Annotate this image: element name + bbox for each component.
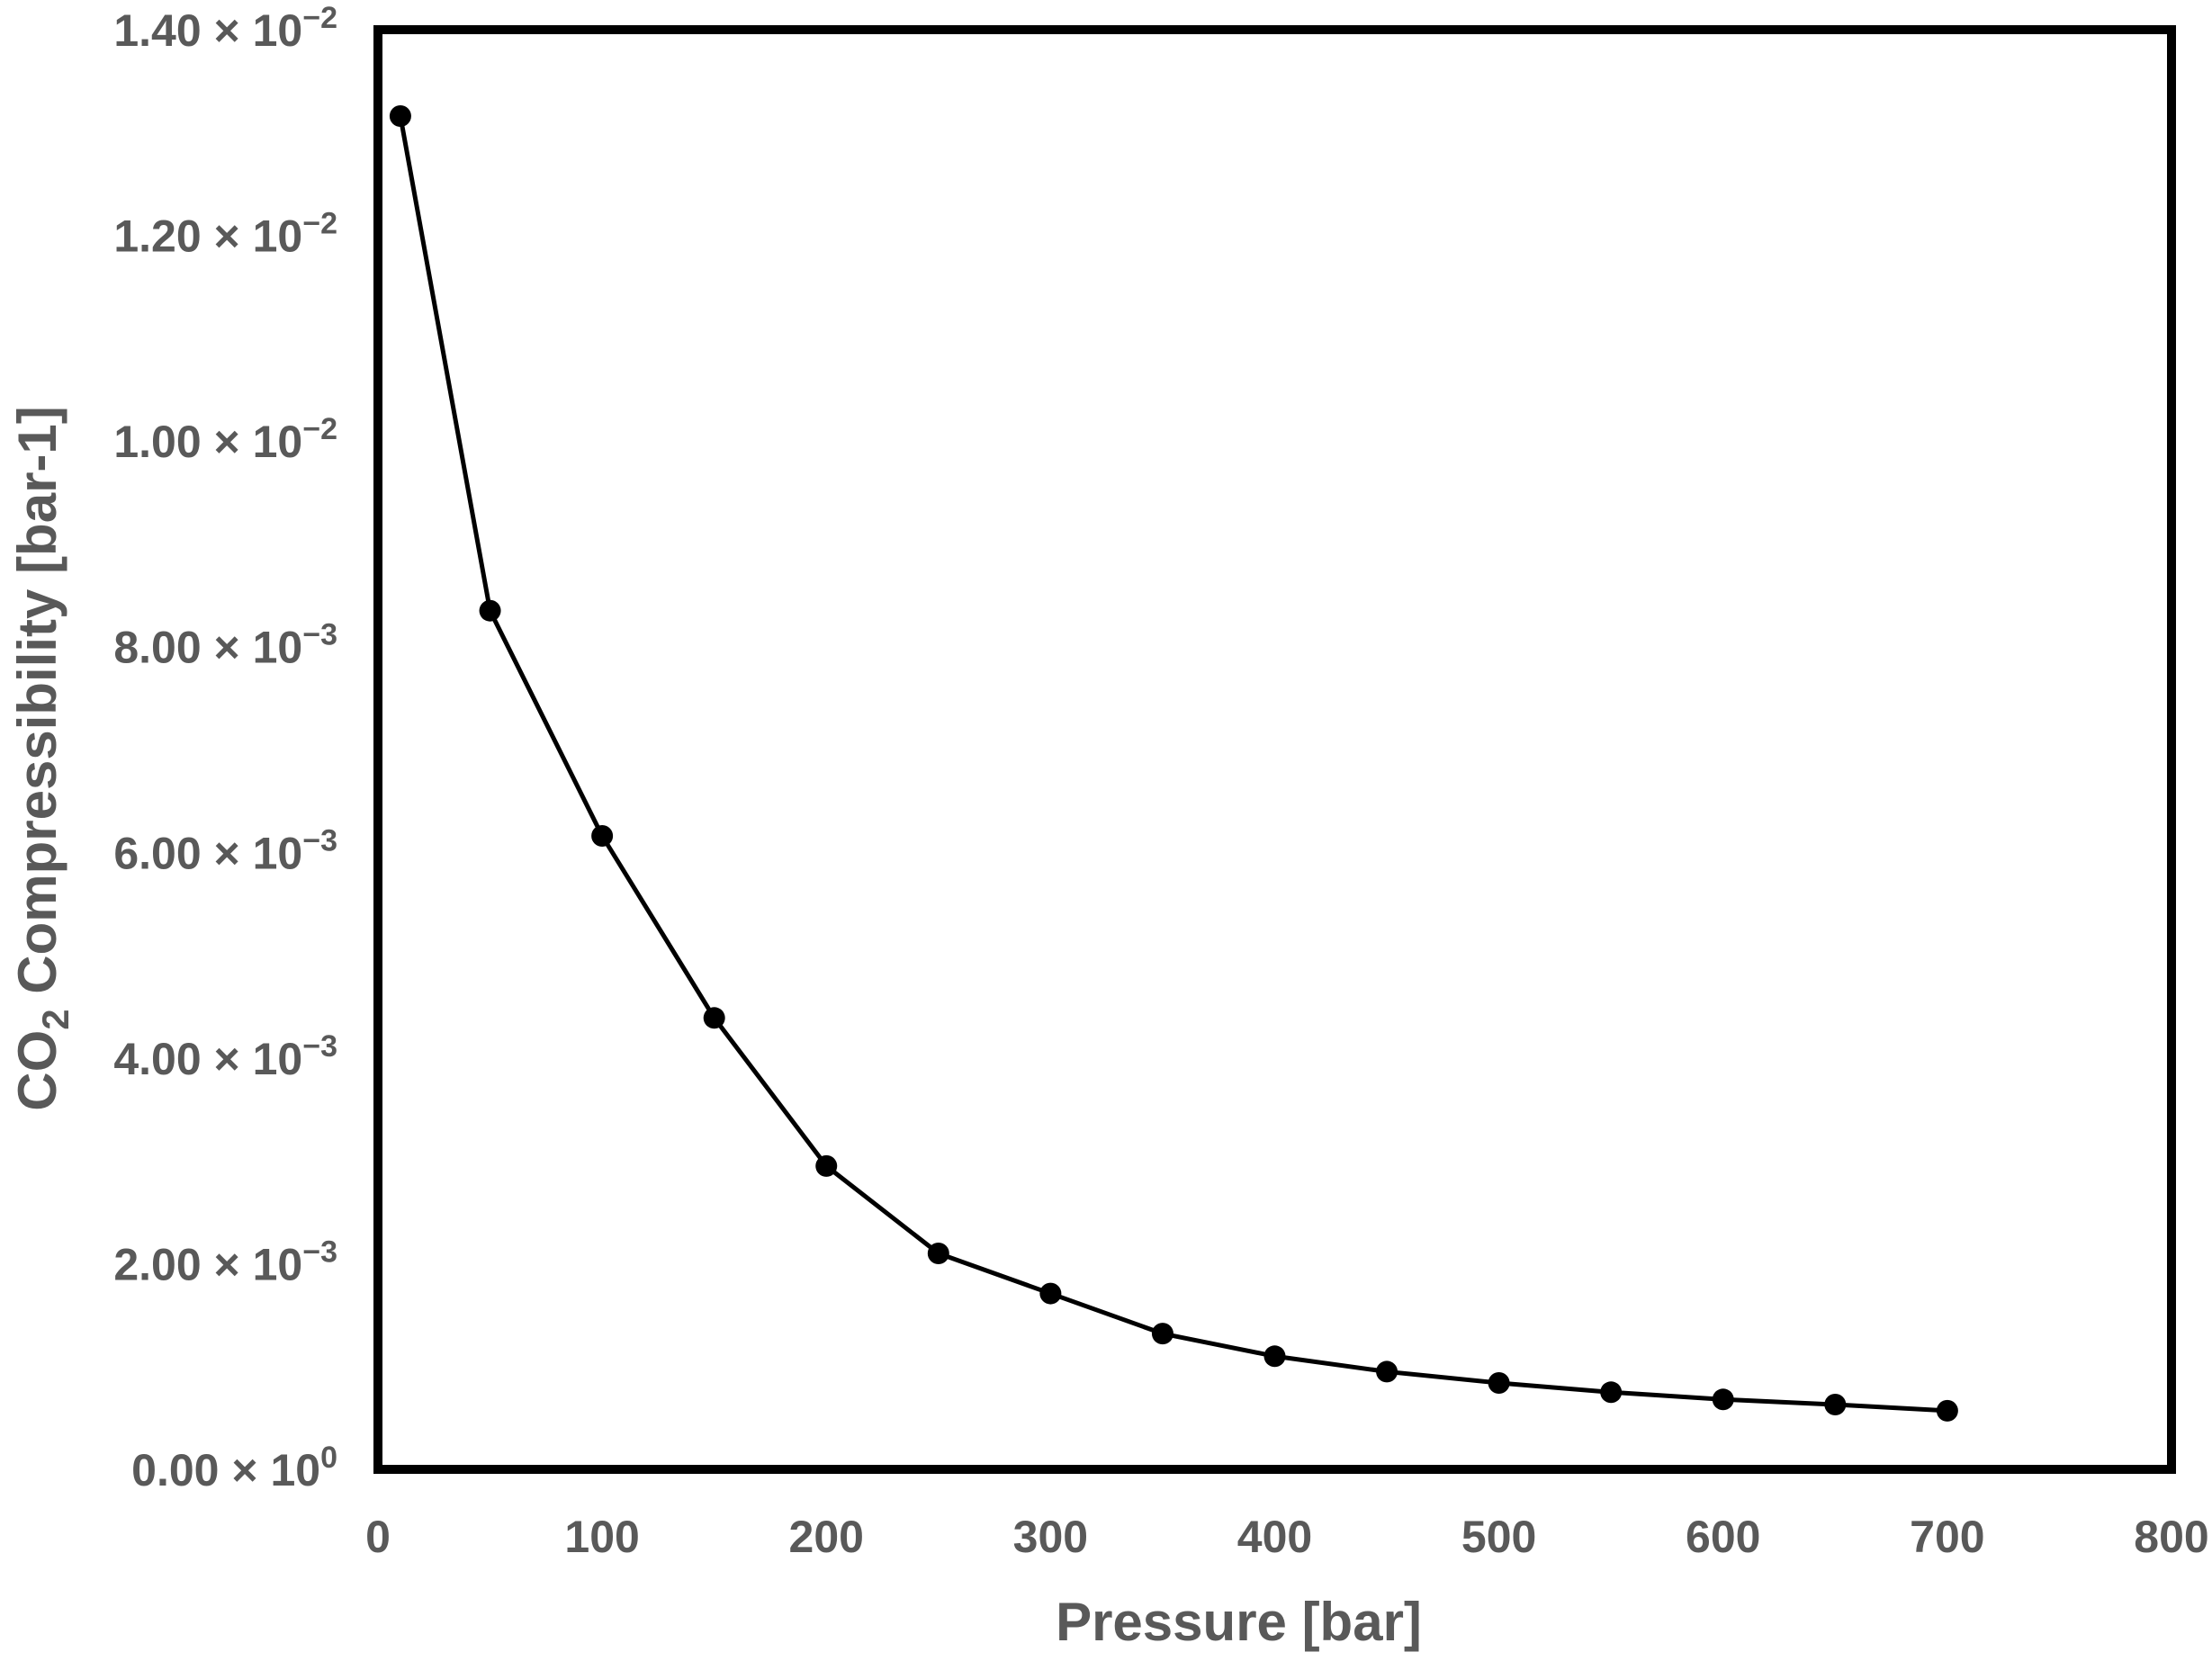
x-tick-label: 100 <box>564 1512 639 1562</box>
y-tick-mantissa: 8.00 × 10 <box>113 623 302 673</box>
y-tick-mantissa: 6.00 × 10 <box>113 828 302 878</box>
data-point <box>927 1243 949 1264</box>
data-point <box>591 825 614 847</box>
data-point <box>479 599 501 622</box>
y-axis-title-main: CO <box>7 1030 67 1111</box>
series-layer <box>389 105 1958 1422</box>
data-point <box>703 1007 725 1029</box>
data-point <box>1151 1323 1173 1345</box>
y-tick-exponent: −2 <box>302 207 337 241</box>
y-tick-label: 1.40 × 10−2 <box>113 1 337 56</box>
x-tick-label: 300 <box>1013 1512 1088 1562</box>
y-axis-title-subscript: 2 <box>34 1009 76 1029</box>
y-tick-label: 0.00 × 100 <box>131 1441 337 1495</box>
data-point <box>1712 1388 1734 1411</box>
y-tick-mantissa: 0.00 × 10 <box>131 1445 320 1495</box>
y-axis-title: CO2 Compressibility [bar-1] <box>7 406 76 1111</box>
x-axis-title: Pressure [bar] <box>1056 1592 1422 1652</box>
y-tick-exponent: 0 <box>320 1441 337 1475</box>
y-tick-label: 6.00 × 10−3 <box>113 823 337 878</box>
x-tick-label: 600 <box>1686 1512 1760 1562</box>
data-point <box>1936 1399 1958 1422</box>
y-tick-mantissa: 2.00 × 10 <box>113 1239 302 1289</box>
y-tick-label: 8.00 × 10−3 <box>113 618 337 673</box>
y-tick-exponent: −3 <box>302 1029 337 1064</box>
y-tick-label: 1.20 × 10−2 <box>113 207 337 262</box>
data-point <box>1263 1345 1286 1368</box>
y-tick-label: 1.00 × 10−2 <box>113 412 337 467</box>
x-tick-label: 700 <box>1910 1512 1984 1562</box>
series-line <box>398 115 1948 1414</box>
data-point <box>1376 1360 1398 1383</box>
y-tick-exponent: −2 <box>302 412 337 446</box>
data-point <box>1824 1394 1847 1415</box>
x-tick-label: 0 <box>365 1512 391 1562</box>
data-point <box>815 1154 838 1177</box>
y-tick-exponent: −3 <box>302 618 337 652</box>
data-point <box>1600 1381 1623 1404</box>
y-tick-mantissa: 1.20 × 10 <box>113 211 302 262</box>
y-tick-mantissa: 1.40 × 10 <box>113 5 302 56</box>
y-tick-label: 2.00 × 10−3 <box>113 1235 337 1289</box>
x-axis-ticks: 0 100 200 300 400 500 600 700 800 <box>365 1512 2209 1562</box>
x-tick-label: 800 <box>2134 1512 2208 1562</box>
x-tick-label: 400 <box>1237 1512 1312 1562</box>
y-axis-title-rest: Compressibility [bar-1] <box>7 406 67 1009</box>
data-point <box>389 105 411 127</box>
x-tick-label: 500 <box>1461 1512 1536 1562</box>
data-point <box>1488 1372 1510 1394</box>
y-tick-exponent: −2 <box>302 1 337 35</box>
y-tick-label: 4.00 × 10−3 <box>113 1029 337 1084</box>
x-tick-label: 200 <box>789 1512 864 1562</box>
y-tick-exponent: −3 <box>302 1235 337 1269</box>
plot-frame <box>373 25 2176 1474</box>
y-tick-mantissa: 4.00 × 10 <box>113 1034 302 1084</box>
y-tick-exponent: −3 <box>302 823 337 857</box>
data-point <box>1039 1282 1062 1305</box>
y-tick-mantissa: 1.00 × 10 <box>113 417 302 467</box>
